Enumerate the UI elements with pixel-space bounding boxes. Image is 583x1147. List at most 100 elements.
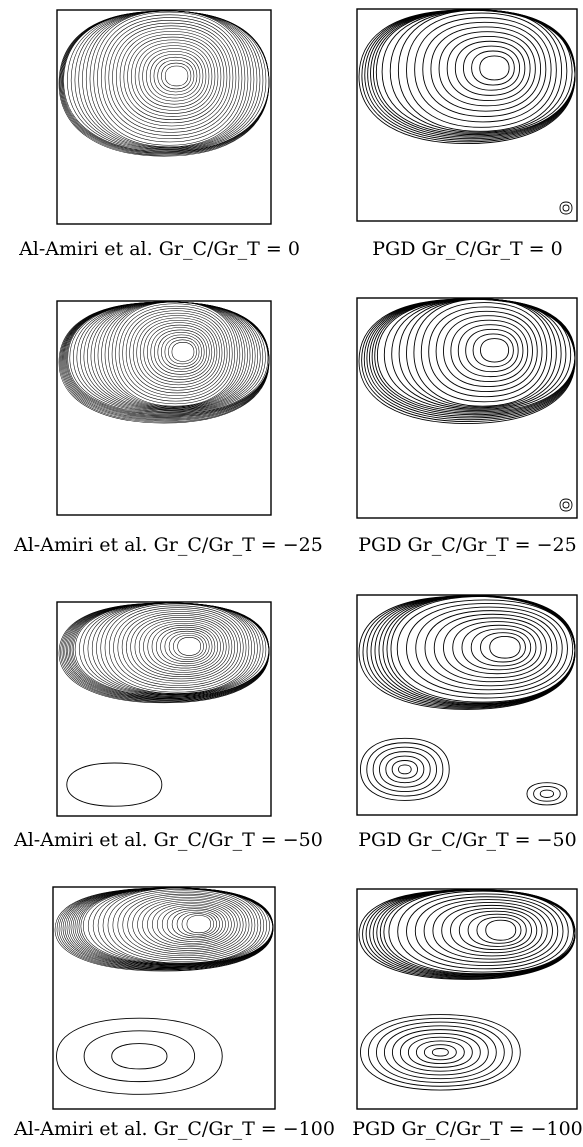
streamline [414, 896, 559, 966]
streamline [93, 11, 246, 146]
streamline [461, 624, 537, 671]
caption-al-amiri-ratio-0: Al-Amiri et al. Gr_C/Gr_T = 0 [19, 238, 300, 260]
streamline [142, 900, 238, 949]
streamline [117, 892, 253, 958]
secondary-vortex-streamlines [66, 762, 163, 807]
streamline [465, 328, 519, 373]
streamline [90, 301, 253, 410]
streamline [83, 1030, 196, 1083]
streamline [370, 595, 576, 707]
streamline [116, 28, 228, 127]
streamline [420, 302, 548, 403]
streamline [467, 913, 527, 947]
streamline [130, 615, 233, 680]
streamline [157, 59, 195, 93]
streamline [94, 301, 251, 410]
streamline [151, 624, 219, 669]
streamline [358, 595, 576, 710]
primary-vortex-streamlines [58, 301, 270, 424]
primary-vortex-streamlines [58, 602, 270, 704]
streamline [533, 785, 561, 802]
panel-pgd-ratio-0 [356, 8, 578, 222]
streamline [89, 10, 249, 148]
streamline [102, 887, 262, 964]
streamline [164, 65, 189, 87]
panel-al-amiri-ratio-50 [56, 601, 272, 817]
streamline [457, 324, 524, 378]
streamline [138, 619, 227, 675]
streamline [104, 603, 250, 693]
streamline [398, 298, 562, 409]
streamline [406, 603, 568, 695]
panel-al-amiri-ratio-0 [56, 9, 272, 225]
streamline [85, 10, 252, 148]
caption-al-amiri-ratio-25: Al-Amiri et al. Gr_C/Gr_T = −25 [14, 534, 323, 556]
streamline [147, 622, 221, 671]
streamline [562, 501, 570, 509]
cavity-border [56, 9, 272, 225]
streamline [126, 613, 236, 682]
streamline [122, 308, 230, 399]
streamline [143, 620, 224, 673]
streamline [376, 298, 576, 413]
streamline [358, 298, 576, 424]
streamline [82, 10, 255, 149]
streamline [56, 1017, 223, 1095]
streamline [166, 908, 223, 941]
streamline [157, 332, 205, 372]
streamline [119, 31, 225, 124]
streamline [54, 887, 274, 972]
streamline [366, 742, 444, 797]
streamline [359, 737, 450, 801]
streamline [108, 301, 241, 407]
streamline [391, 1029, 489, 1076]
streamline [78, 10, 258, 149]
streamline [147, 901, 235, 948]
streamline [424, 610, 558, 687]
streamline [173, 634, 204, 658]
streamline [58, 10, 270, 157]
streamline [58, 301, 270, 424]
streamline [562, 204, 570, 212]
streamline [104, 301, 243, 408]
streamline [115, 303, 236, 405]
streamline [472, 333, 514, 368]
streamline [111, 301, 238, 407]
streamline [153, 56, 198, 96]
streamline [423, 899, 553, 963]
streamline [177, 637, 202, 656]
streamline [67, 10, 267, 151]
secondary-vortex-streamlines [359, 1014, 521, 1091]
streamline [415, 1040, 465, 1065]
streamline [97, 14, 243, 143]
streamline [108, 22, 234, 133]
streamline [129, 312, 225, 394]
streamline [413, 298, 553, 407]
streamline [186, 915, 212, 934]
panel-al-amiri-ratio-100 [52, 886, 276, 1110]
streamline [431, 1048, 449, 1057]
streamline [131, 39, 216, 114]
streamline [391, 760, 418, 779]
streamline [156, 626, 216, 667]
streamline [471, 50, 515, 86]
panel-al-amiri-ratio-25 [56, 300, 272, 516]
streamline [526, 782, 568, 806]
streamline [70, 10, 264, 151]
streamline [101, 301, 246, 408]
streamline [438, 31, 536, 107]
streamline [118, 305, 233, 402]
streamline [358, 889, 576, 980]
streamline [91, 602, 258, 695]
streamline [454, 40, 526, 96]
caption-pgd-ratio-100: PGD Gr_C/Gr_T = −100 [352, 1118, 583, 1140]
streamline [559, 498, 573, 512]
streamline [123, 33, 222, 120]
cavity-border [56, 601, 272, 817]
streamline-plot [356, 8, 578, 222]
streamline [366, 595, 576, 708]
streamline [127, 895, 247, 955]
streamline [136, 317, 220, 388]
primary-vortex-streamlines [54, 887, 274, 972]
streamline [125, 310, 228, 396]
